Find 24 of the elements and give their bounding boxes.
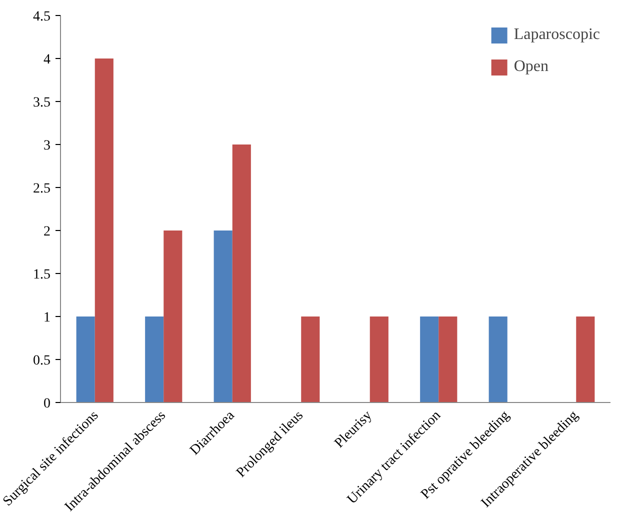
bar (164, 230, 182, 402)
bar (438, 316, 458, 402)
y-tick-label: 0.5 (33, 354, 50, 368)
legend-label: Open (514, 58, 548, 76)
bar (76, 316, 95, 402)
y-tick-label: 4.5 (33, 10, 50, 24)
y-tick-label: 1 (44, 310, 50, 326)
bar (145, 316, 164, 402)
bar (370, 316, 388, 402)
y-tick-label: 1.5 (33, 268, 50, 282)
y-tick-label: 4 (44, 52, 50, 68)
bar (301, 316, 320, 402)
bar (488, 316, 508, 402)
y-tick-label: 3.5 (33, 96, 50, 110)
y-tick-label: 2 (44, 224, 50, 240)
y-tick-label: 3 (44, 138, 50, 154)
bar (94, 58, 114, 402)
legend-label: Laparoscopic (514, 26, 600, 44)
bar (232, 144, 251, 402)
y-tick-label: 2.5 (33, 182, 50, 196)
bar (576, 316, 595, 402)
bar (214, 230, 232, 402)
bar (420, 316, 439, 402)
y-tick-label: 0 (44, 396, 50, 412)
